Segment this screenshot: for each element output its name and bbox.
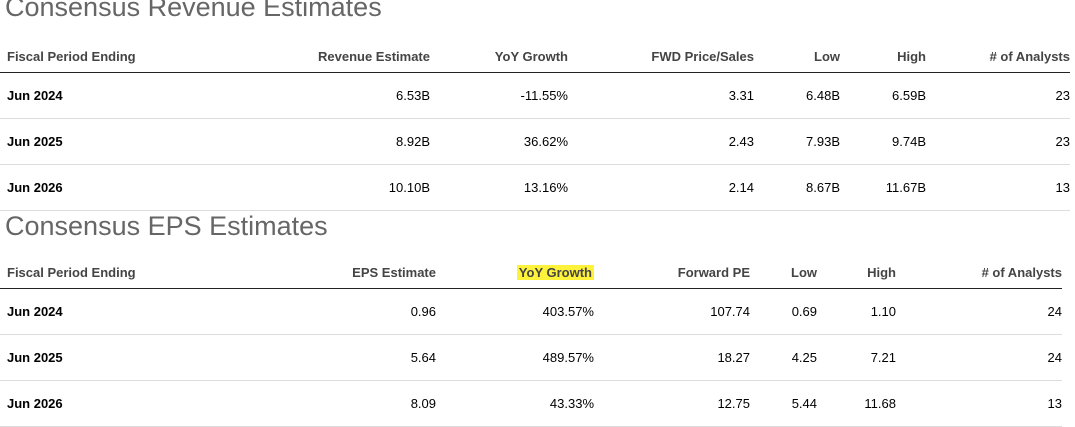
- fwd-price-sales-cell: 3.31: [568, 72, 754, 119]
- table-row: Jun 2024 0.96 403.57% 107.74 0.69 1.10 2…: [0, 288, 1062, 335]
- high-cell: 11.67B: [840, 164, 926, 211]
- column-header-analysts[interactable]: # of Analysts: [896, 256, 1062, 289]
- column-header-revenue-estimate[interactable]: Revenue Estimate: [170, 40, 430, 73]
- yoy-growth-cell: 43.33%: [436, 380, 594, 427]
- forward-pe-cell: 12.75: [594, 380, 750, 427]
- fwd-price-sales-cell: 2.43: [568, 118, 754, 165]
- high-cell: 1.10: [817, 288, 896, 335]
- table-row: Jun 2026 8.09 43.33% 12.75 5.44 11.68 13: [0, 380, 1062, 427]
- low-cell: 4.25: [750, 334, 817, 381]
- high-cell: 6.59B: [840, 72, 926, 119]
- forward-pe-cell: 107.74: [594, 288, 750, 335]
- revenue-section-title: Consensus Revenue Estimates: [5, 0, 382, 22]
- table-header-row: Fiscal Period Ending EPS Estimate YoY Gr…: [0, 256, 1062, 289]
- column-header-low[interactable]: Low: [750, 256, 817, 289]
- column-header-yoy-growth[interactable]: YoY Growth: [436, 256, 594, 289]
- low-cell: 5.44: [750, 380, 817, 427]
- eps-estimate-cell: 5.64: [170, 334, 436, 381]
- table-row: Jun 2026 10.10B 13.16% 2.14 8.67B 11.67B…: [0, 164, 1070, 211]
- analysts-cell: 24: [896, 334, 1062, 381]
- revenue-estimates-table: Fiscal Period Ending Revenue Estimate Yo…: [0, 40, 1070, 211]
- column-header-fwd-price-sales[interactable]: FWD Price/Sales: [568, 40, 754, 73]
- analysts-cell: 23: [926, 72, 1070, 119]
- column-header-eps-estimate[interactable]: EPS Estimate: [170, 256, 436, 289]
- column-header-high[interactable]: High: [817, 256, 896, 289]
- highlighted-header-label: YoY Growth: [516, 264, 594, 280]
- column-header-forward-pe[interactable]: Forward PE: [594, 256, 750, 289]
- low-cell: 6.48B: [754, 72, 840, 119]
- yoy-growth-cell: 489.57%: [436, 334, 594, 381]
- period-cell: Jun 2025: [0, 118, 170, 165]
- analysts-cell: 13: [896, 380, 1062, 427]
- column-header-fiscal-period[interactable]: Fiscal Period Ending: [0, 256, 170, 289]
- period-cell: Jun 2025: [0, 334, 170, 381]
- table-row: Jun 2025 5.64 489.57% 18.27 4.25 7.21 24: [0, 334, 1062, 381]
- table-row: Jun 2025 8.92B 36.62% 2.43 7.93B 9.74B 2…: [0, 118, 1070, 165]
- analysts-cell: 24: [896, 288, 1062, 335]
- yoy-growth-cell: 36.62%: [430, 118, 568, 165]
- yoy-growth-cell: 13.16%: [430, 164, 568, 211]
- eps-section-title: Consensus EPS Estimates: [5, 211, 328, 241]
- column-header-analysts[interactable]: # of Analysts: [926, 40, 1070, 73]
- yoy-growth-cell: 403.57%: [436, 288, 594, 335]
- eps-estimate-cell: 0.96: [170, 288, 436, 335]
- table-header-row: Fiscal Period Ending Revenue Estimate Yo…: [0, 40, 1070, 73]
- fwd-price-sales-cell: 2.14: [568, 164, 754, 211]
- revenue-estimate-cell: 8.92B: [170, 118, 430, 165]
- column-header-low[interactable]: Low: [754, 40, 840, 73]
- high-cell: 7.21: [817, 334, 896, 381]
- column-header-yoy-growth[interactable]: YoY Growth: [430, 40, 568, 73]
- analysts-cell: 13: [926, 164, 1070, 211]
- revenue-estimate-cell: 10.10B: [170, 164, 430, 211]
- analysts-cell: 23: [926, 118, 1070, 165]
- period-cell: Jun 2024: [0, 288, 170, 335]
- period-cell: Jun 2026: [0, 380, 170, 427]
- yoy-growth-cell: -11.55%: [430, 72, 568, 119]
- column-header-fiscal-period[interactable]: Fiscal Period Ending: [0, 40, 170, 73]
- low-cell: 7.93B: [754, 118, 840, 165]
- low-cell: 0.69: [750, 288, 817, 335]
- period-cell: Jun 2024: [0, 72, 170, 119]
- period-cell: Jun 2026: [0, 164, 170, 211]
- high-cell: 9.74B: [840, 118, 926, 165]
- table-row: Jun 2024 6.53B -11.55% 3.31 6.48B 6.59B …: [0, 72, 1070, 119]
- column-header-high[interactable]: High: [840, 40, 926, 73]
- low-cell: 8.67B: [754, 164, 840, 211]
- high-cell: 11.68: [817, 380, 896, 427]
- revenue-estimate-cell: 6.53B: [170, 72, 430, 119]
- eps-estimate-cell: 8.09: [170, 380, 436, 427]
- forward-pe-cell: 18.27: [594, 334, 750, 381]
- eps-estimates-table: Fiscal Period Ending EPS Estimate YoY Gr…: [0, 256, 1062, 427]
